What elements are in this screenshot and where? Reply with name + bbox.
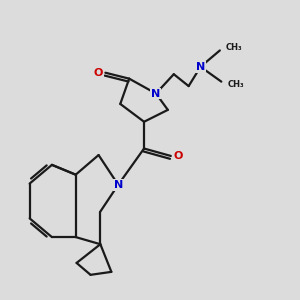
- Text: CH₃: CH₃: [227, 80, 244, 89]
- Text: N: N: [151, 88, 160, 98]
- Text: N: N: [196, 62, 205, 72]
- Text: O: O: [173, 151, 183, 161]
- Text: O: O: [93, 68, 103, 78]
- Text: CH₃: CH₃: [226, 43, 242, 52]
- Text: N: N: [114, 180, 123, 190]
